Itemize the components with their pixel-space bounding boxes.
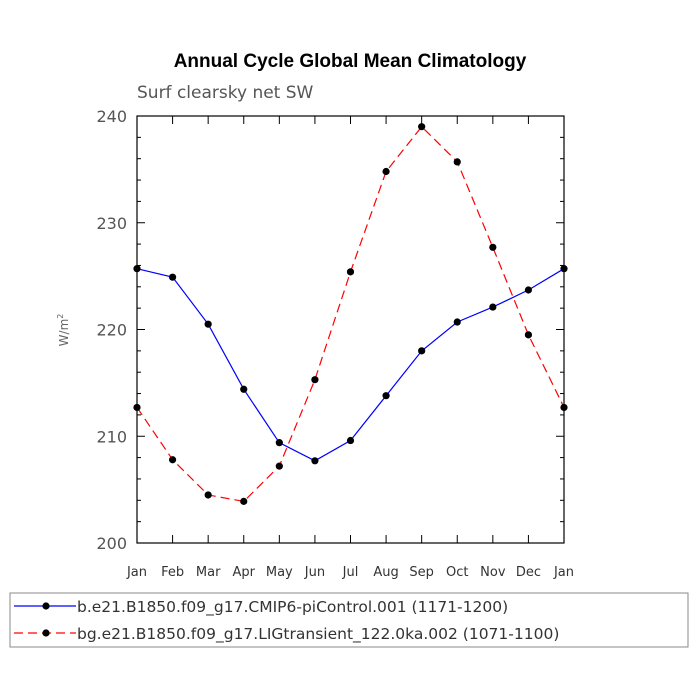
y-axis-label-unit: W/m bbox=[57, 319, 71, 347]
data-point bbox=[240, 497, 248, 505]
data-point bbox=[489, 303, 497, 311]
data-point bbox=[418, 123, 426, 131]
data-point bbox=[204, 320, 212, 328]
y-tick-labels: 200 210 220 230 240 bbox=[96, 107, 127, 553]
data-point bbox=[382, 167, 390, 176]
x-tick-labels: Jan Feb Mar Apr May Jun Jul Aug Sep Oct Nov Dec Jan bbox=[126, 565, 574, 580]
legend-label: b.e21.B1850.f09_g17.CMIP6-piControl.001 … bbox=[77, 598, 508, 617]
y-axis-label-superscript: 2 bbox=[56, 314, 65, 319]
legend-label: bg.e21.B1850.f09_g17.LIGtransient_122.0k… bbox=[77, 625, 559, 644]
legend-entry-2: bg.e21.B1850.f09_g17.LIGtransient_122.0k… bbox=[14, 625, 559, 644]
y-tick-label: 230 bbox=[96, 214, 127, 233]
x-tick-label: Nov bbox=[480, 565, 506, 580]
x-tick-label: Mar bbox=[196, 565, 221, 580]
data-point bbox=[204, 491, 212, 499]
data-point bbox=[311, 457, 319, 465]
chart-subtitle: Surf clearsky net SW bbox=[137, 83, 314, 103]
series-layer bbox=[133, 123, 568, 505]
y-tick-label: 200 bbox=[96, 534, 127, 553]
data-point bbox=[275, 462, 283, 470]
legend-marker bbox=[42, 602, 50, 610]
y-tick-label: 210 bbox=[96, 427, 127, 446]
series-1 bbox=[133, 265, 568, 465]
series-2 bbox=[133, 123, 568, 505]
data-point bbox=[453, 318, 461, 326]
data-point bbox=[311, 376, 319, 384]
data-point bbox=[524, 331, 533, 339]
data-point bbox=[524, 286, 533, 294]
chart-title: Annual Cycle Global Mean Climatology bbox=[174, 51, 527, 72]
x-tick-label: Dec bbox=[516, 565, 541, 580]
data-point bbox=[489, 243, 497, 251]
y-axis-label: W/m2 bbox=[56, 314, 71, 347]
data-point bbox=[275, 439, 283, 447]
data-point bbox=[418, 347, 426, 355]
data-point bbox=[346, 268, 355, 276]
data-point bbox=[168, 456, 177, 464]
y-tick-label: 240 bbox=[96, 107, 127, 126]
legend: b.e21.B1850.f09_g17.CMIP6-piControl.001 … bbox=[9, 592, 689, 648]
series-line bbox=[136, 268, 565, 462]
x-tick-label: Aug bbox=[373, 565, 398, 580]
x-tick-label: Oct bbox=[446, 565, 468, 580]
data-point bbox=[346, 436, 355, 445]
x-tick-label: Jun bbox=[304, 565, 325, 580]
y-tick-label: 220 bbox=[96, 321, 127, 340]
x-tick-label: Feb bbox=[161, 565, 184, 580]
x-tick-label: Jul bbox=[342, 565, 359, 580]
x-tick-label: Apr bbox=[233, 565, 256, 580]
legend-box bbox=[9, 592, 689, 648]
plot-frame bbox=[136, 115, 565, 544]
data-point bbox=[168, 273, 177, 281]
x-tick-label: Jan bbox=[553, 565, 574, 580]
data-point bbox=[382, 392, 390, 400]
data-point bbox=[453, 158, 461, 166]
axis-ticks bbox=[136, 115, 565, 544]
legend-marker bbox=[42, 629, 50, 637]
legend-entry-1: b.e21.B1850.f09_g17.CMIP6-piControl.001 … bbox=[14, 598, 508, 617]
x-tick-label: Jan bbox=[126, 565, 147, 580]
data-point bbox=[240, 385, 248, 393]
x-tick-label: May bbox=[266, 565, 293, 580]
x-tick-label: Sep bbox=[409, 565, 434, 580]
